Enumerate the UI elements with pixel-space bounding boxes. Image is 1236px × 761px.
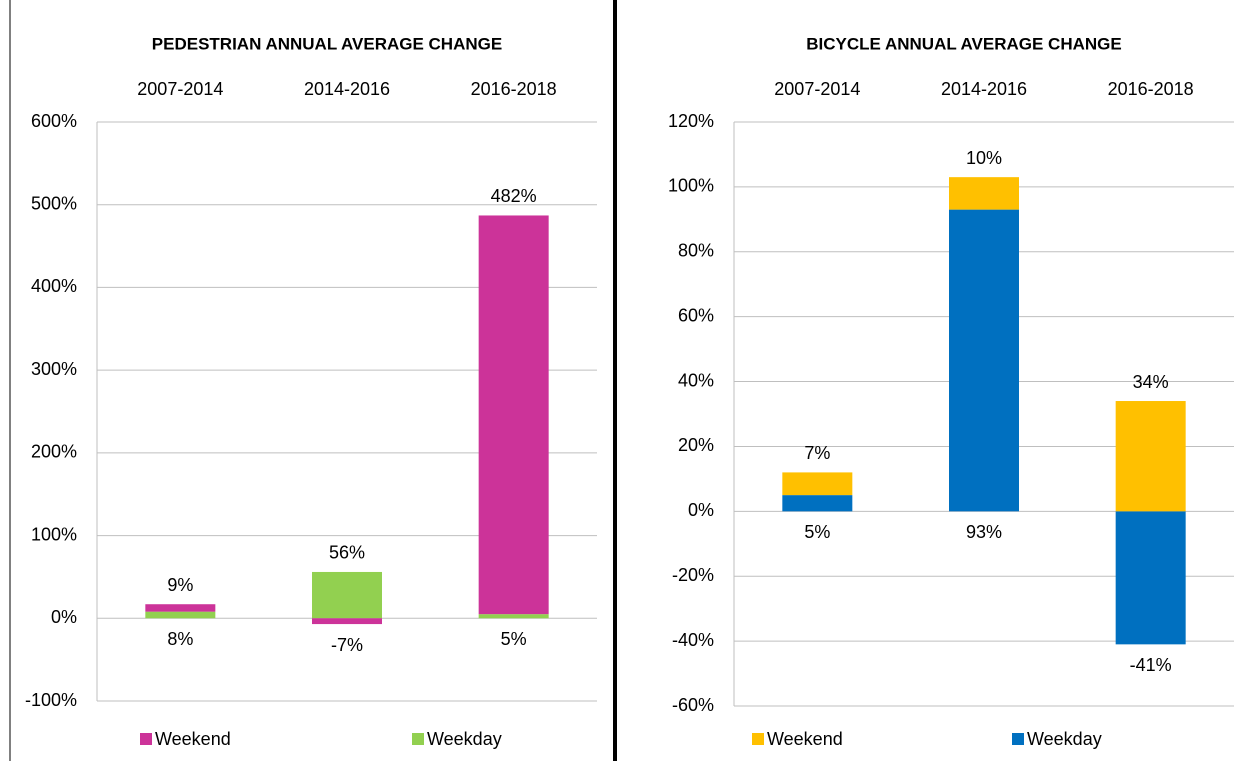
y-tick-label: 0%	[688, 500, 714, 520]
legend-swatch	[1012, 733, 1024, 745]
x-tick-label: 2014-2016	[941, 79, 1027, 99]
chart-title: BICYCLE ANNUAL AVERAGE CHANGE	[806, 34, 1121, 53]
data-label: 10%	[966, 148, 1002, 168]
data-label: 9%	[167, 575, 193, 595]
y-tick-label: 500%	[31, 193, 77, 213]
x-tick-label: 2014-2016	[304, 79, 390, 99]
bar	[145, 604, 216, 612]
y-tick-label: 120%	[668, 111, 714, 131]
y-tick-label: -60%	[672, 695, 714, 715]
data-label: -41%	[1130, 655, 1172, 675]
y-tick-label: -40%	[672, 630, 714, 650]
x-tick-label: 2007-2014	[137, 79, 223, 99]
y-tick-label: 100%	[668, 176, 714, 196]
x-tick-label: 2016-2018	[471, 79, 557, 99]
y-tick-label: 100%	[31, 524, 77, 544]
bar	[1115, 511, 1186, 645]
legend-swatch	[412, 733, 424, 745]
data-label: 56%	[329, 543, 365, 563]
y-tick-label: 60%	[678, 305, 714, 325]
bar	[145, 611, 216, 619]
data-label: 5%	[804, 522, 830, 542]
bar	[782, 495, 853, 512]
bar	[478, 215, 549, 615]
legend-label: Weekday	[1027, 729, 1102, 749]
bar	[478, 614, 549, 619]
y-tick-label: 400%	[31, 276, 77, 296]
y-tick-label: 40%	[678, 370, 714, 390]
bar	[312, 618, 382, 625]
y-tick-label: 20%	[678, 435, 714, 455]
chart-title: PEDESTRIAN ANNUAL AVERAGE CHANGE	[152, 34, 502, 53]
y-tick-label: -100%	[25, 690, 77, 710]
data-label: 5%	[501, 629, 527, 649]
bar	[949, 209, 1019, 512]
data-label: 7%	[804, 443, 830, 463]
y-tick-label: 0%	[51, 607, 77, 627]
data-label: 482%	[491, 186, 537, 206]
bar	[782, 472, 853, 496]
legend-swatch	[140, 733, 152, 745]
data-label: 8%	[167, 629, 193, 649]
data-label: -7%	[331, 635, 363, 655]
bar	[1115, 401, 1186, 512]
bar	[312, 571, 382, 619]
legend-label: Weekday	[427, 729, 502, 749]
bar	[949, 177, 1019, 210]
y-tick-label: -20%	[672, 565, 714, 585]
y-tick-label: 80%	[678, 241, 714, 261]
legend-label: Weekend	[155, 729, 231, 749]
y-tick-label: 300%	[31, 359, 77, 379]
data-label: 93%	[966, 522, 1002, 542]
legend-swatch	[752, 733, 764, 745]
x-tick-label: 2016-2018	[1108, 79, 1194, 99]
data-label: 34%	[1133, 372, 1169, 392]
y-tick-label: 600%	[31, 111, 77, 131]
legend-label: Weekend	[767, 729, 843, 749]
y-tick-label: 200%	[31, 442, 77, 462]
x-tick-label: 2007-2014	[774, 79, 860, 99]
